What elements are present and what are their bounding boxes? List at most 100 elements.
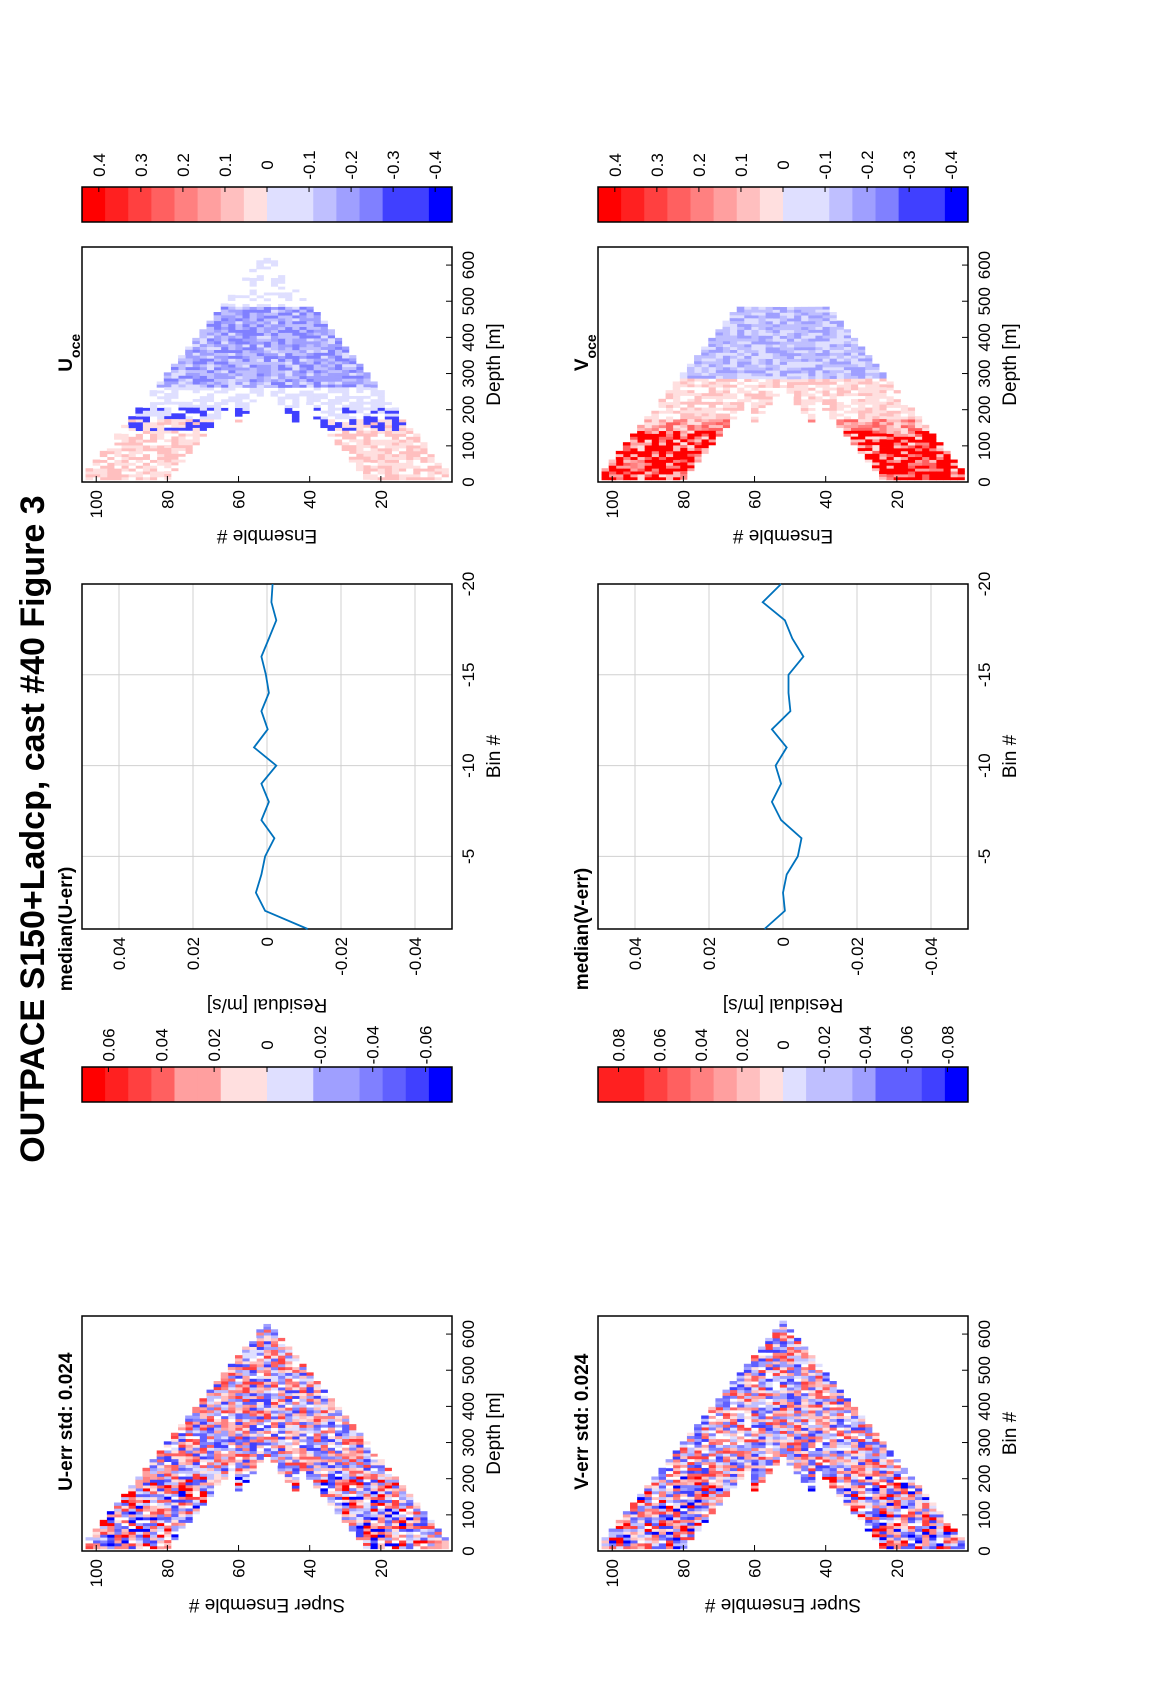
heatmap-cell [772,1376,780,1379]
heatmap-cell [363,1499,371,1502]
heatmap-cell [221,350,229,353]
heatmap-cell [249,347,257,350]
heatmap-cell [199,1488,207,1491]
heatmap-cell [157,1505,165,1508]
heatmap-cell [207,1401,215,1404]
heatmap-cell [392,439,400,442]
heatmap-cell [737,1393,745,1396]
heatmap-cell [278,402,286,405]
heatmap-cell [687,1473,695,1476]
heatmap-cell [377,393,385,396]
heatmap-cell [320,381,328,384]
heatmap-cell [164,1444,172,1447]
heatmap-cell [199,376,207,379]
heatmap-cell [406,477,414,480]
heatmap-cell [765,1349,773,1352]
heatmap-cell [694,1465,702,1468]
colorbar-segment [267,187,291,222]
heatmap-cell [128,1526,136,1529]
heatmap-cell [623,1514,631,1517]
heatmap-cell [822,1465,830,1468]
heatmap-cell [751,1482,759,1485]
heatmap-cell [822,1407,830,1410]
heatmap-cell [157,422,165,425]
heatmap-cell [399,1517,407,1520]
heatmap-cell [221,1433,229,1436]
heatmap-cell [872,1488,880,1491]
heatmap-cell [441,468,449,471]
heatmap-cell [865,1488,873,1491]
heatmap-cell [772,1428,780,1431]
heatmap-cell [285,367,293,370]
heatmap-cell [694,1456,702,1459]
heatmap-cell [765,1448,773,1451]
heatmap-cell [701,1418,709,1421]
heatmap-cell [142,399,150,402]
heatmap-cell [327,1398,335,1401]
heatmap-cell [943,1529,951,1532]
heatmap-cell [815,1416,823,1419]
heatmap-cell [730,1430,738,1433]
heatmap-cell [185,1439,193,1442]
heatmap-cell [680,1447,688,1450]
heatmap-cell [249,327,257,330]
heatmap-cell [644,1546,652,1549]
heatmap-cell [666,1494,674,1497]
heatmap-cell [377,425,385,428]
heatmap-cell [342,1491,350,1494]
heatmap-cell [399,428,407,431]
heatmap-cell [427,451,435,454]
heatmap-cell [207,329,215,332]
heatmap-cell [178,1433,186,1436]
heatmap-cell [630,1526,638,1529]
heatmap-cell [278,272,286,275]
heatmap-cell [687,1456,695,1459]
heatmap-cell [292,396,300,399]
heatmap-cell [235,1370,243,1373]
heatmap-cell [128,1508,136,1511]
heatmap-cell [199,1497,207,1500]
heatmap-cell [694,1470,702,1473]
heatmap-cell [829,1387,837,1390]
heatmap-cell [413,448,421,451]
heatmap-cell [292,411,300,414]
heatmap-cell [658,1534,666,1537]
heatmap-cell [701,1459,709,1462]
heatmap-cell [249,390,257,393]
heatmap-cell [313,379,321,382]
heatmap-cell [363,1441,371,1444]
heatmap-cell [779,1407,787,1410]
heatmap-cell [128,1534,136,1537]
heatmap-cell [271,1387,279,1390]
heatmap-cell [207,321,215,324]
heatmap-cell [263,1350,271,1353]
heatmap-cell [164,1540,172,1543]
heatmap-cell [943,1543,951,1546]
heatmap-cell [278,1373,286,1376]
heatmap-cell [392,451,400,454]
heatmap-cell [313,1442,321,1445]
heatmap-cell [285,286,293,289]
heatmap-cell [249,1404,257,1407]
heatmap-cell [150,1471,158,1474]
heatmap-cell [128,454,136,457]
heatmap-cell [278,324,286,327]
heatmap-cell [349,1447,357,1450]
heatmap-cell [893,1462,901,1465]
heatmap-cell [320,1447,328,1450]
heatmap-cell [794,1465,802,1468]
heatmap-cell [392,1526,400,1529]
heatmap-cell [815,1422,823,1425]
heatmap-cell [285,283,293,286]
heatmap-cell [185,1514,193,1517]
heatmap-cell [263,312,271,315]
heatmap-cell [758,1425,766,1428]
heatmap-cell [779,1425,787,1428]
heatmap-cell [680,1464,688,1467]
heatmap-cell [150,454,158,457]
heatmap-cell [758,1428,766,1431]
heatmap-cell [221,399,229,402]
heatmap-cell [221,1450,229,1453]
heatmap-cell [171,413,179,416]
heatmap-cell [765,1355,773,1358]
